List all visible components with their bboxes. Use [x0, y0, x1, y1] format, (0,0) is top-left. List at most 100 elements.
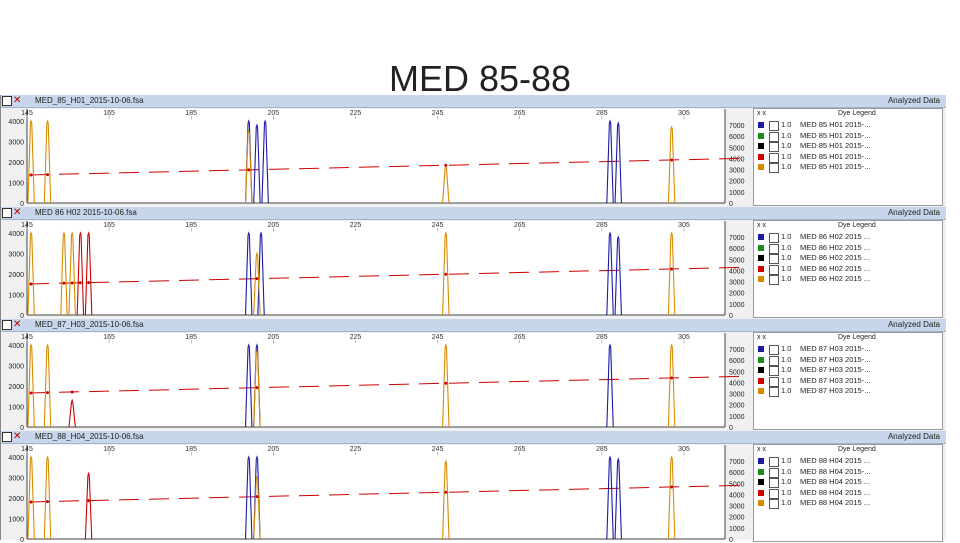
peak-red — [76, 231, 85, 316]
legend-row[interactable]: 1.0 MED 88 H04 2015 ... — [754, 498, 942, 509]
dye-visible-checkbox[interactable] — [769, 467, 779, 478]
dye-visible-checkbox[interactable] — [769, 152, 779, 163]
dye-visible-checkbox[interactable] — [769, 243, 779, 254]
legend-row[interactable]: 1.0 MED 87 H03 2015-... — [754, 376, 942, 387]
dye-visible-checkbox[interactable] — [769, 131, 779, 142]
panel-select-checkbox[interactable] — [2, 96, 12, 106]
legend-row[interactable]: 1.0 MED 87 H03 2015-... — [754, 355, 942, 366]
legend-row[interactable]: 1.0 MED 86 H02 2015 ... — [754, 264, 942, 275]
sizing-line-segment — [418, 273, 440, 276]
x-tick-label: 185 — [185, 334, 197, 341]
peak-orange — [27, 343, 35, 428]
y-tick-label: 2000 — [8, 496, 24, 503]
dye-visible-checkbox[interactable] — [769, 499, 779, 509]
dye-visible-checkbox[interactable] — [769, 163, 779, 173]
legend-row[interactable]: 1.0 MED 86 H02 2015 ... — [754, 253, 942, 264]
y-tick-label: 3000 — [8, 476, 24, 483]
dye-visible-checkbox[interactable] — [769, 345, 779, 355]
y2-tick-label: 4000 — [729, 492, 745, 499]
remove-icon[interactable]: ✕ — [13, 319, 22, 330]
legend-row[interactable]: 1.0 MED 86 H02 2015 ... — [754, 274, 942, 285]
dye-sample-name: MED 88 H04 2015-... — [800, 466, 871, 476]
dye-visible-checkbox[interactable] — [769, 355, 779, 366]
sizing-line-segment — [388, 165, 410, 168]
legend-row[interactable]: 1.0 MED 87 H03 2015-... — [754, 344, 942, 355]
panel-select-checkbox[interactable] — [2, 208, 12, 218]
dye-visible-checkbox[interactable] — [769, 366, 779, 376]
sizing-line-segment — [268, 168, 290, 170]
size-marker — [670, 485, 674, 489]
dye-visible-checkbox[interactable] — [769, 264, 779, 275]
peak-orange — [60, 231, 68, 316]
dye-visible-checkbox[interactable] — [769, 457, 779, 467]
legend-row[interactable]: 1.0 MED 85 H01 2015-... — [754, 141, 942, 152]
panel-select-checkbox[interactable] — [2, 432, 12, 442]
remove-icon[interactable]: ✕ — [13, 95, 22, 106]
legend-row[interactable]: 1.0 MED 88 H04 2015 ... — [754, 456, 942, 467]
sizing-line-segment — [628, 160, 650, 162]
sizing-line-segment — [148, 498, 170, 500]
legend-row[interactable]: 1.0 MED 85 H01 2015-... — [754, 162, 942, 173]
sizing-line-segment — [418, 382, 440, 385]
sizing-line-segment — [658, 159, 680, 161]
legend-row[interactable]: 1.0 MED 85 H01 2015-... — [754, 151, 942, 163]
dye-visible-checkbox[interactable] — [769, 376, 779, 387]
dye-visible-checkbox[interactable] — [769, 254, 779, 264]
legend-row[interactable]: 1.0 MED 85 H01 2015-... — [754, 120, 942, 131]
analyzed-data-label: Analyzed Data — [887, 208, 940, 217]
sample-file-name: MED_88_H04_2015-10-06.fsa — [35, 432, 144, 441]
sizing-line-segment — [688, 485, 710, 488]
dye-visible-checkbox[interactable] — [769, 233, 779, 243]
sizing-line-segment — [538, 162, 560, 164]
sizing-line-segment — [118, 389, 140, 392]
peak-blue — [614, 457, 622, 540]
sizing-line-segment — [58, 391, 80, 393]
dye-visible-checkbox[interactable] — [769, 387, 779, 397]
y-tick-label: 3000 — [8, 140, 24, 147]
sizing-line-segment — [118, 171, 140, 174]
x-tick-label: 305 — [678, 110, 690, 117]
y2-tick-label: 5000 — [729, 257, 745, 264]
x-tick-label: 265 — [514, 446, 526, 453]
legend-row[interactable]: 1.0 MED 88 H04 2015 ... — [754, 488, 942, 499]
legend-row[interactable]: 1.0 MED 88 H04 2015-... — [754, 466, 942, 478]
size-marker — [670, 376, 674, 380]
dye-visible-checkbox[interactable] — [769, 275, 779, 285]
dye-color-swatch — [758, 234, 764, 240]
legend-row[interactable]: 1.0 MED 86 H02 2015 ... — [754, 232, 942, 243]
dye-color-swatch — [758, 265, 764, 272]
legend-row[interactable]: 1.0 MED 88 H04 2015 ... — [754, 477, 942, 488]
sizing-line-segment — [418, 164, 440, 167]
dye-visible-checkbox[interactable] — [769, 142, 779, 152]
size-marker — [78, 281, 82, 285]
dye-sample-name: MED 85 H01 2015-... — [800, 130, 871, 140]
dye-scale-value: 1.0 — [781, 151, 792, 161]
x-tick-label: 165 — [103, 222, 115, 229]
legend-row[interactable]: 1.0 MED 87 H03 2015-... — [754, 386, 942, 397]
size-marker — [670, 267, 674, 271]
sizing-line-segment — [178, 170, 200, 172]
panel-select-checkbox[interactable] — [2, 320, 12, 330]
size-marker — [255, 277, 259, 281]
peak-orange — [667, 125, 676, 204]
remove-icon[interactable]: ✕ — [13, 207, 22, 218]
legend-row[interactable]: 1.0 MED 85 H01 2015-... — [754, 130, 942, 142]
sizing-line-segment — [508, 380, 530, 383]
legend-row[interactable]: 1.0 MED 86 H02 2015 ... — [754, 243, 942, 254]
size-marker — [87, 281, 91, 285]
y-tick-label: 1000 — [8, 517, 24, 524]
dye-visible-checkbox[interactable] — [769, 478, 779, 488]
remove-icon[interactable]: ✕ — [13, 431, 22, 442]
legend-row[interactable]: 1.0 MED 87 H03 2015-... — [754, 365, 942, 376]
y2-tick-label: 5000 — [729, 369, 745, 376]
dye-visible-checkbox[interactable] — [769, 121, 779, 131]
dye-color-swatch — [758, 468, 764, 475]
sizing-line-segment — [148, 389, 170, 391]
peak-orange — [43, 119, 52, 204]
peak-blue — [606, 231, 614, 316]
sizing-line-segment — [178, 388, 200, 390]
dye-scale-value: 1.0 — [781, 456, 792, 465]
dye-color-swatch — [758, 255, 764, 261]
dye-visible-checkbox[interactable] — [769, 488, 779, 499]
sizing-line-segment — [118, 280, 140, 283]
